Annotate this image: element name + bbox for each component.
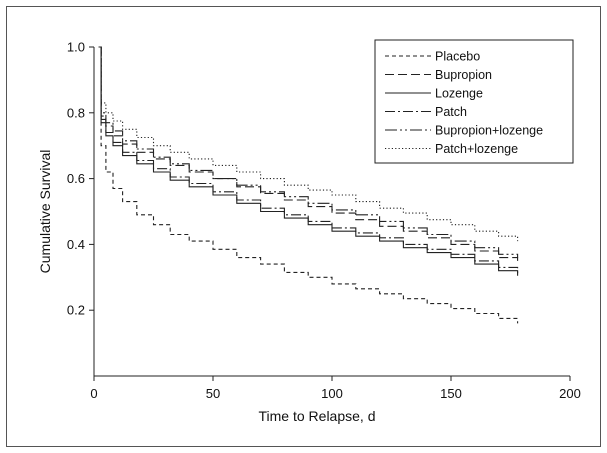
legend: Placebo Bupropion Lozenge Patch Bupropion+lo… <box>374 39 574 164</box>
series-line-lozenge <box>98 46 519 276</box>
legend-label: Patch+lozenge <box>435 142 518 156</box>
y-tick-label: 1.0 <box>67 40 85 55</box>
series-lines <box>98 46 519 324</box>
series-line-bupropion-lozenge <box>98 46 519 258</box>
legend-label: Bupropion <box>435 68 492 82</box>
y-tick-label: 0.6 <box>67 171 85 186</box>
legend-box <box>374 39 574 164</box>
x-ticks: 0 50 100 150 200 <box>90 376 581 401</box>
y-axis-title: Cumulative Survival <box>37 150 53 274</box>
y-tick-label: 0.2 <box>67 303 85 318</box>
series-line-bupropion <box>98 46 519 261</box>
y-tick-label: 0.8 <box>67 105 85 120</box>
y-ticks: 0.2 0.4 0.6 0.8 1.0 <box>67 40 94 318</box>
series-line-patch <box>98 46 519 274</box>
legend-label: Placebo <box>435 50 480 64</box>
x-tick-label: 150 <box>440 386 462 401</box>
legend-label: Bupropion+lozenge <box>435 124 543 138</box>
series-line-placebo <box>98 46 519 324</box>
legend-label: Lozenge <box>435 87 483 101</box>
x-tick-label: 100 <box>321 386 343 401</box>
x-tick-label: 0 <box>90 386 97 401</box>
x-tick-label: 50 <box>206 386 220 401</box>
x-tick-label: 200 <box>559 386 581 401</box>
legend-label: Patch <box>435 105 467 119</box>
y-tick-label: 0.4 <box>67 237 85 252</box>
x-axis-title: Time to Relapse, d <box>259 408 376 424</box>
series-line-patch-lozenge <box>98 46 519 242</box>
